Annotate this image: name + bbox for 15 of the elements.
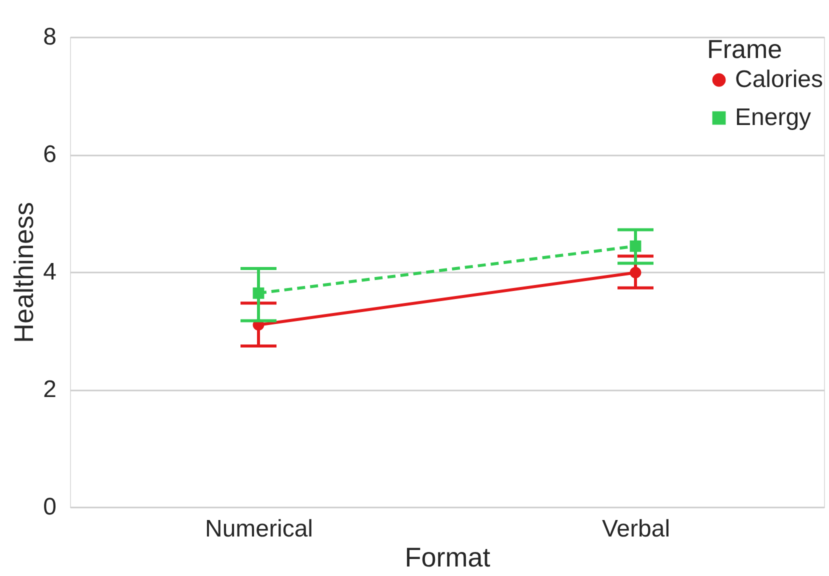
x-axis-title: Format (404, 542, 491, 572)
point (630, 240, 642, 252)
legend-title: Frame (707, 34, 782, 64)
point (630, 266, 642, 278)
x-tick-label: Verbal (602, 516, 670, 542)
legend-label: Energy (735, 104, 812, 131)
point (252, 287, 264, 299)
x-tick-label: Numerical (204, 516, 314, 542)
y-tick-label: 6 (43, 141, 56, 168)
y-tick-label: 2 (43, 376, 56, 403)
y-axis-title: Healthiness (9, 202, 40, 344)
y-tick-label: 8 (43, 24, 56, 50)
legend-label: Calories (735, 66, 824, 93)
y-tick-label: 4 (43, 258, 56, 286)
y-tick-label: 0 (43, 494, 56, 520)
